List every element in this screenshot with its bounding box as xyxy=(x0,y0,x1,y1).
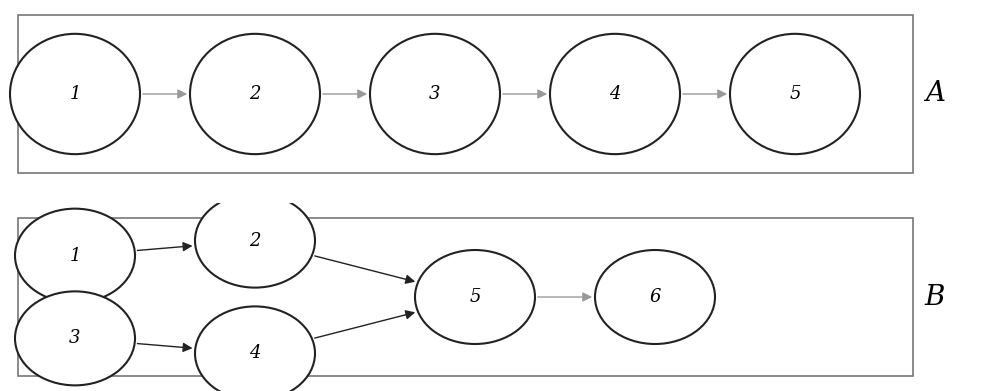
Text: 2: 2 xyxy=(249,85,261,103)
Text: 1: 1 xyxy=(69,247,81,265)
Ellipse shape xyxy=(550,34,680,154)
Text: 2: 2 xyxy=(249,231,261,249)
Text: 1: 1 xyxy=(69,85,81,103)
Ellipse shape xyxy=(15,291,135,386)
Bar xyxy=(18,15,913,173)
Text: B: B xyxy=(925,283,945,310)
Text: 5: 5 xyxy=(469,288,481,306)
Ellipse shape xyxy=(370,34,500,154)
Ellipse shape xyxy=(195,307,315,391)
Text: 6: 6 xyxy=(649,288,661,306)
Text: 3: 3 xyxy=(69,329,81,347)
Ellipse shape xyxy=(415,250,535,344)
Text: A: A xyxy=(925,81,945,108)
Text: 4: 4 xyxy=(249,344,261,362)
Ellipse shape xyxy=(730,34,860,154)
Text: 4: 4 xyxy=(609,85,621,103)
Bar xyxy=(18,218,913,376)
Text: 5: 5 xyxy=(789,85,801,103)
Ellipse shape xyxy=(195,194,315,288)
Ellipse shape xyxy=(190,34,320,154)
Ellipse shape xyxy=(10,34,140,154)
Text: 3: 3 xyxy=(429,85,441,103)
Ellipse shape xyxy=(595,250,715,344)
Ellipse shape xyxy=(15,209,135,303)
